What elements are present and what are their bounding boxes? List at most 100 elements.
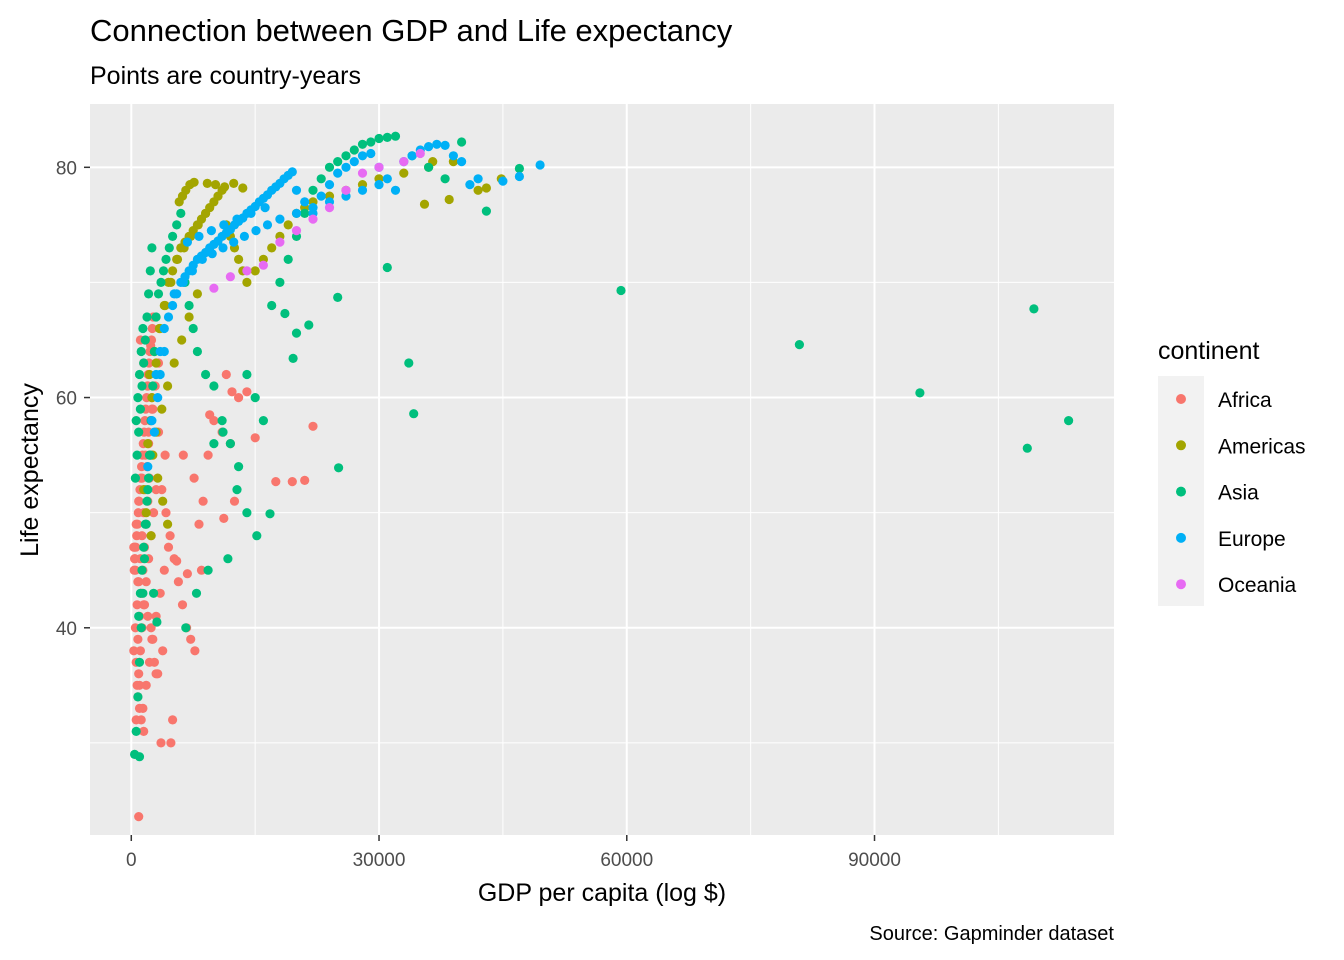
data-point (132, 531, 142, 541)
data-point (143, 462, 153, 472)
grid-minor (90, 104, 1114, 835)
legend-label: Africa (1218, 389, 1272, 412)
data-point (163, 312, 174, 322)
legend-item-oceania: Oceania (1176, 574, 1297, 597)
data-point (275, 237, 285, 247)
data-point (176, 208, 186, 218)
data-point (300, 208, 310, 218)
data-point (227, 387, 237, 397)
data-point (465, 180, 475, 190)
data-point (192, 289, 202, 299)
data-point (132, 519, 143, 529)
data-point (374, 133, 384, 144)
data-point (189, 177, 199, 187)
data-point (234, 254, 244, 264)
data-point (164, 243, 174, 253)
data-point (316, 191, 326, 201)
data-point (143, 485, 153, 495)
data-point (139, 358, 149, 368)
data-point (137, 381, 147, 391)
data-point (168, 231, 178, 241)
data-point (201, 208, 211, 218)
data-point (333, 168, 343, 178)
data-point (166, 277, 176, 287)
chart-subtitle: Points are country-years (90, 62, 361, 90)
data-point (382, 132, 392, 142)
legend-key (1176, 394, 1186, 404)
x-tick-label: 60000 (600, 850, 653, 871)
data-point (514, 163, 525, 174)
data-point (158, 496, 168, 506)
data-point (134, 680, 145, 690)
data-point (616, 285, 626, 296)
data-point (409, 409, 419, 419)
data-point (155, 369, 165, 380)
data-point (147, 243, 157, 253)
data-point (138, 703, 148, 714)
data-point (225, 272, 235, 282)
data-point (374, 162, 384, 172)
data-point (143, 611, 153, 621)
data-point (1029, 304, 1039, 314)
x-tick-label: 90000 (848, 850, 901, 871)
legend-label: Oceania (1218, 574, 1297, 597)
data-point (291, 226, 302, 236)
legend-key (1176, 579, 1186, 590)
data-point (190, 646, 200, 656)
data-point (168, 300, 178, 311)
data-point (160, 450, 170, 460)
data-point (140, 519, 150, 529)
data-point (168, 715, 178, 725)
data-point (399, 168, 409, 178)
y-axis-title: Life expectancy (16, 383, 44, 557)
data-point (251, 226, 261, 236)
plot-panel (90, 104, 1114, 835)
data-point (333, 157, 343, 167)
data-point (134, 752, 145, 762)
legend-label: Europe (1218, 528, 1286, 551)
data-point (242, 387, 252, 397)
data-point (390, 185, 401, 195)
legend: Africa Americas Asia Europe Oceania (1176, 389, 1306, 597)
data-point (197, 254, 207, 264)
data-point (424, 162, 434, 172)
data-point (229, 237, 239, 247)
data-point (134, 496, 144, 506)
data-point (172, 556, 182, 566)
data-point (178, 450, 188, 460)
data-point (194, 231, 204, 241)
data-point (229, 178, 239, 188)
data-point (149, 427, 159, 437)
data-point (324, 180, 335, 190)
data-point (407, 151, 417, 161)
data-point (187, 266, 197, 276)
data-point (252, 531, 262, 541)
data-point (158, 266, 169, 276)
data-point (333, 292, 343, 302)
data-point (308, 185, 318, 195)
data-point (134, 657, 145, 667)
chart-caption: Source: Gapminder dataset (869, 923, 1114, 945)
data-point (142, 312, 152, 322)
y-tick-label: 60 (56, 389, 77, 410)
data-point (147, 416, 157, 426)
data-point (203, 450, 213, 460)
data-point (221, 369, 231, 380)
data-point (191, 588, 202, 598)
data-point (444, 194, 454, 205)
legend-key (1176, 486, 1186, 497)
series-europe (143, 139, 545, 472)
data-point (163, 381, 173, 391)
data-point (220, 182, 230, 192)
data-point (242, 369, 252, 380)
data-point (415, 148, 425, 159)
data-point (275, 277, 285, 287)
data-point (382, 262, 392, 273)
data-point (349, 157, 359, 167)
data-point (457, 157, 467, 167)
data-point (283, 220, 293, 230)
data-point (159, 565, 169, 575)
data-point (133, 634, 143, 644)
data-point (198, 496, 208, 506)
data-point (291, 208, 302, 218)
